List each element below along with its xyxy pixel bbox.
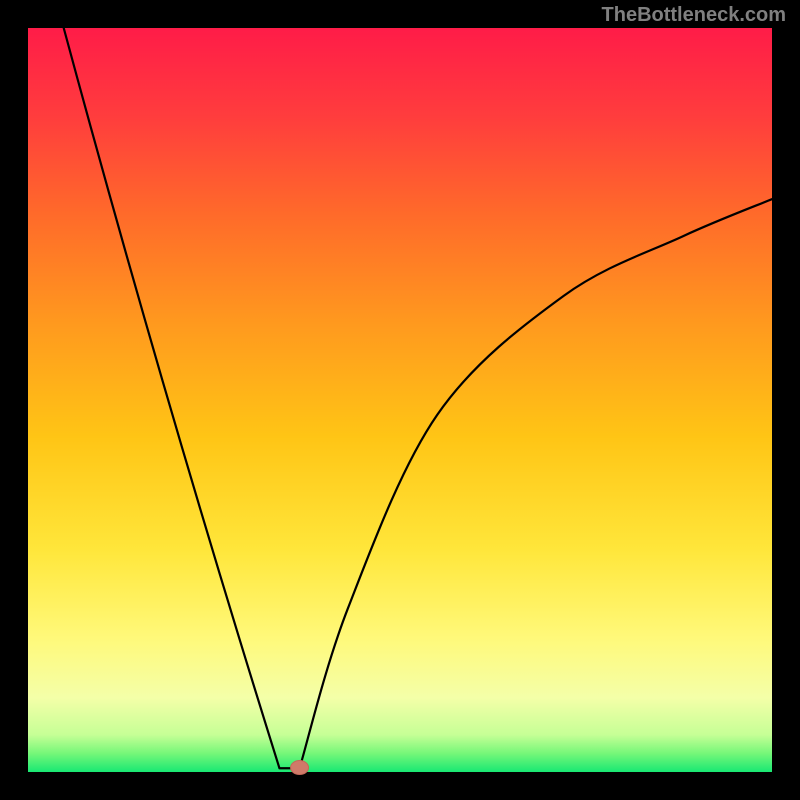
bottleneck-chart — [0, 0, 800, 800]
chart-background — [28, 28, 772, 772]
attribution-label: TheBottleneck.com — [602, 4, 786, 27]
optimal-point-marker — [291, 761, 309, 775]
